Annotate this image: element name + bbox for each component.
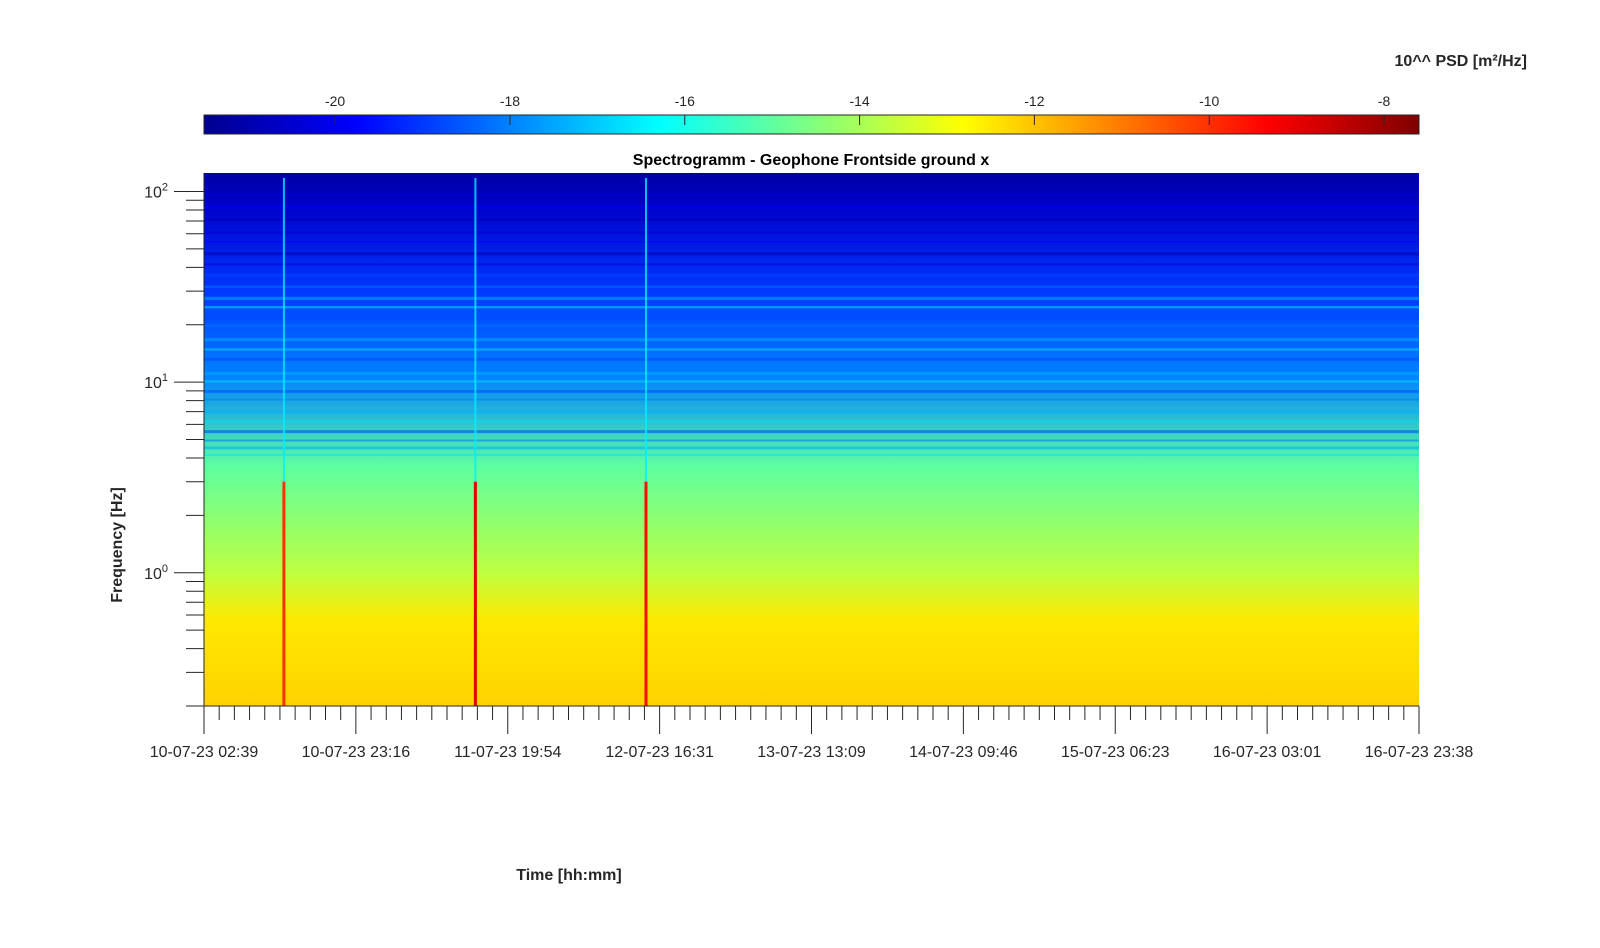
- x-tick-label: 10-07-23 02:39: [150, 744, 259, 761]
- x-axis-label: Time [hh:mm]: [516, 867, 621, 884]
- frequency-band: [204, 205, 1419, 209]
- colorbar: [203, 114, 1420, 135]
- frequency-band: [204, 410, 1419, 414]
- frequency-band: [204, 177, 1419, 181]
- x-tick-label: 15-07-23 06:23: [1061, 744, 1170, 761]
- frequency-band: [204, 231, 1419, 235]
- frequency-band: [204, 453, 1419, 456]
- y-tick-label: 100: [144, 563, 168, 583]
- spectrogram-plot-area: [204, 173, 1419, 706]
- x-tick-label: 14-07-23 09:46: [909, 744, 1018, 761]
- x-tick-label: 16-07-23 23:38: [1365, 744, 1474, 761]
- colorbar-tick-label: -12: [1024, 93, 1044, 109]
- x-tick-label: 11-07-23 19:54: [454, 744, 561, 761]
- y-axis-label: Frequency [Hz]: [109, 487, 126, 603]
- frequency-band: [204, 252, 1419, 256]
- frequency-band: [204, 306, 1419, 309]
- frequency-band: [204, 263, 1419, 266]
- colorbar-label: 10^^ PSD [m²/Hz]: [1395, 53, 1527, 70]
- colorbar-ticks: -20 -18 -16 -14 -12 -10 -8: [325, 93, 1390, 125]
- colorbar-tick-label: -18: [500, 93, 520, 109]
- frequency-band: [204, 371, 1419, 375]
- frequency-band: [204, 389, 1419, 393]
- frequency-band: [204, 446, 1419, 450]
- colorbar-tick-label: -8: [1378, 93, 1391, 109]
- frequency-band: [204, 367, 1419, 370]
- x-tick-label: 13-07-23 13:09: [757, 744, 866, 761]
- frequency-band: [204, 273, 1419, 277]
- frequency-band: [204, 338, 1419, 342]
- colorbar-tick-label: -16: [675, 93, 695, 109]
- chart-title: Spectrogramm - Geophone Frontside ground…: [633, 152, 990, 169]
- spike-events: [282, 178, 648, 706]
- frequency-band: [204, 240, 1419, 243]
- colorbar-tick-label: -10: [1199, 93, 1219, 109]
- frequency-bands: [204, 177, 1419, 456]
- frequency-band: [204, 218, 1419, 221]
- frequency-band: [204, 420, 1419, 423]
- x-axis-ticks: 10-07-23 02:39 10-07-23 23:16 11-07-23 19:…: [150, 706, 1474, 761]
- frequency-band: [204, 380, 1419, 383]
- x-tick-label: 16-07-23 03:01: [1213, 744, 1322, 761]
- frequency-band: [204, 348, 1419, 351]
- frequency-band: [204, 285, 1419, 288]
- y-axis-ticks: 100 101 102: [144, 181, 204, 707]
- frequency-band: [204, 439, 1419, 442]
- frequency-band: [204, 430, 1419, 434]
- colorbar-tick-label: -20: [325, 93, 345, 109]
- colorbar-tick-label: -14: [849, 93, 869, 109]
- frequency-band: [204, 324, 1419, 327]
- frequency-band: [204, 193, 1419, 196]
- x-tick-label: 10-07-23 23:16: [302, 744, 411, 761]
- frequency-band: [204, 357, 1419, 361]
- y-tick-label: 102: [144, 181, 168, 201]
- frequency-band: [204, 316, 1419, 320]
- x-tick-label: 12-07-23 16:31: [605, 744, 714, 761]
- y-tick-label: 101: [144, 372, 168, 392]
- frequency-band: [204, 398, 1419, 401]
- frequency-band: [204, 296, 1419, 300]
